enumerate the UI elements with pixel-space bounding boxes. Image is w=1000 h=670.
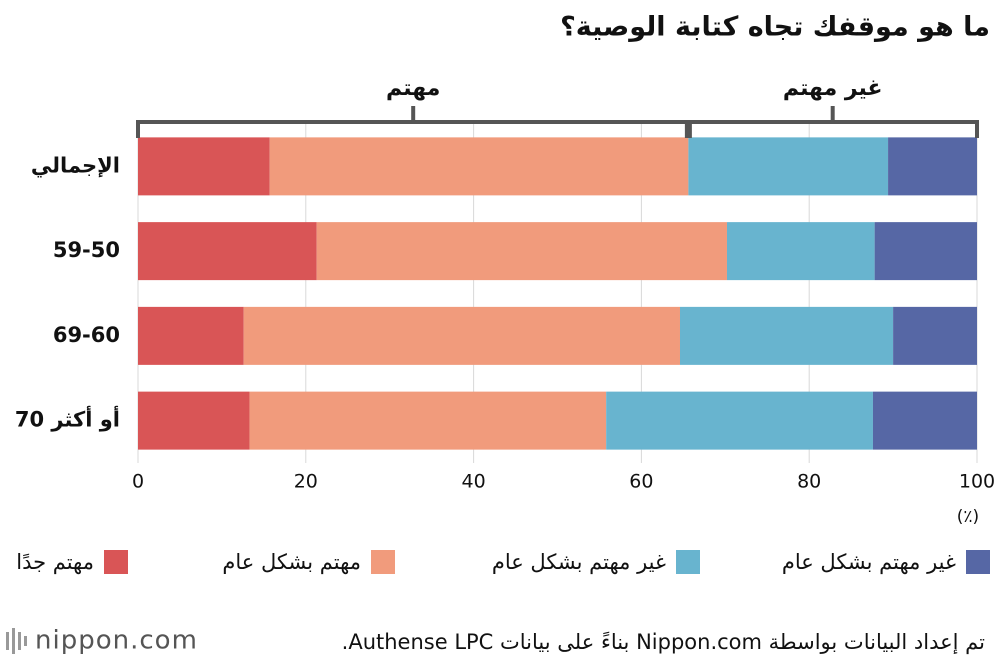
source: تم إعداد البيانات بواسطة Nippon.com بناء…: [342, 630, 986, 655]
logo: nippon.com: [35, 626, 198, 656]
annotation: مهتم: [386, 76, 440, 101]
annotation: غير مهتم: [783, 76, 883, 101]
bar-segment: [679, 306, 894, 365]
chart-title: ما هو موقفك تجاه كتابة الوصية؟: [560, 12, 990, 43]
legend-label: غير مهتم بشكل عام: [492, 550, 666, 575]
y-tick-label: 59-50: [53, 238, 120, 262]
y-tick-label: الإجمالي: [31, 153, 120, 177]
bar-segment: [726, 222, 875, 281]
bar-segment: [606, 391, 873, 450]
x-tick-label: 40: [462, 471, 486, 493]
bar-segment: [138, 306, 244, 365]
legend-swatch: [966, 550, 990, 574]
x-tick-label: 80: [797, 471, 821, 493]
bar-segment: [243, 306, 680, 365]
legend-swatch: [371, 550, 395, 574]
legend-swatch: [104, 550, 128, 574]
bar-segment: [872, 391, 977, 450]
x-tick-label: 60: [629, 471, 653, 493]
y-tick-label: 70 أو أكثر: [15, 405, 120, 432]
bar-segment: [893, 306, 977, 365]
legend-swatch: [676, 550, 700, 574]
bar-segment: [316, 222, 727, 281]
bar-segment: [249, 391, 607, 450]
legend-label: مهتم بشكل عام: [222, 550, 361, 575]
bar-segment: [269, 137, 689, 196]
bar-segment: [138, 137, 270, 196]
unit-label: (٪): [957, 507, 979, 527]
x-tick-label: 20: [294, 471, 318, 493]
y-tick-label: 69-60: [53, 323, 120, 347]
bar-segment: [874, 222, 977, 281]
legend-label: مهتم جدًا: [16, 550, 94, 575]
bar-segment: [138, 222, 317, 281]
bar-segment: [688, 137, 889, 196]
legend-label: غير مهتم بشكل عام: [782, 550, 956, 575]
logo-bars: [6, 628, 27, 654]
x-tick-label: 100: [959, 471, 995, 493]
bar-segment: [888, 137, 977, 196]
bar-segment: [138, 391, 250, 450]
x-tick-label: 0: [132, 471, 144, 493]
